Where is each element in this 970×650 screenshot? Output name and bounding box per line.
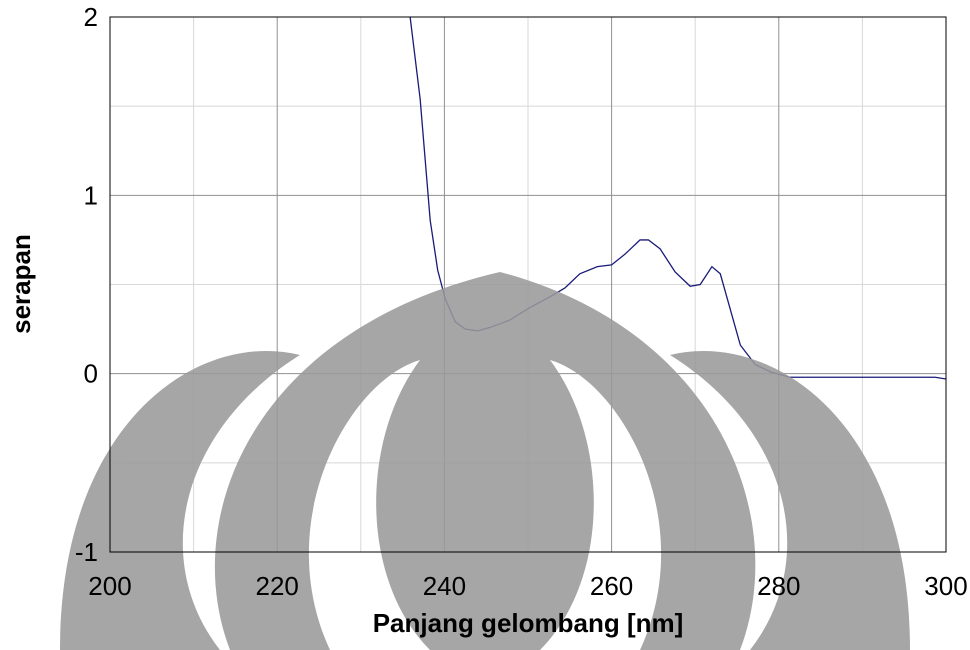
x-axis-label: Panjang gelombang [nm] [373,608,684,638]
x-tick-label: 300 [924,571,967,601]
plot-frame [109,16,947,553]
x-tick-label: 280 [757,571,800,601]
x-tick-label: 260 [590,571,633,601]
x-tick-label: 220 [256,571,299,601]
watermark [60,272,910,650]
y-axis-label: serapan [6,234,36,334]
y-tick-label: 2 [84,2,98,32]
x-tick-label: 200 [88,571,131,601]
y-tick-label: -1 [75,537,98,567]
x-tick-label: 240 [423,571,466,601]
y-tick-label: 1 [84,180,98,210]
y-tick-label: 0 [84,359,98,389]
